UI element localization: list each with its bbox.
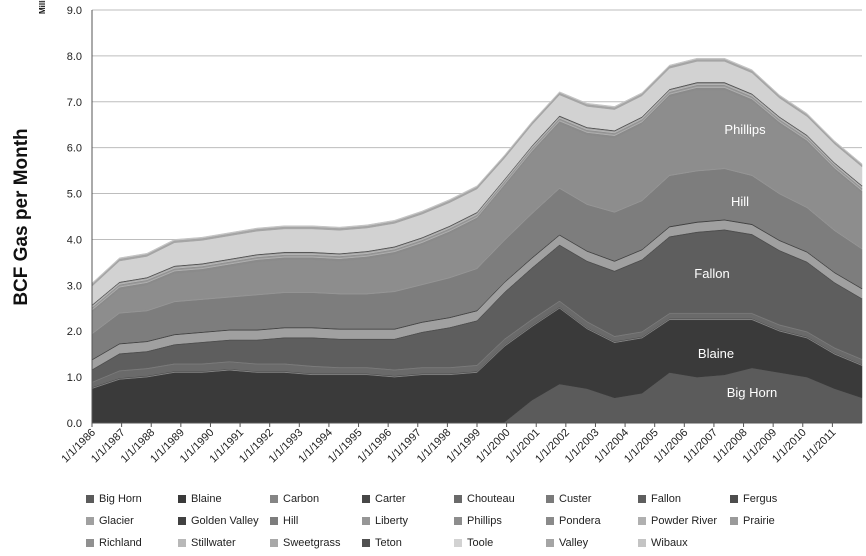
- legend-label: Powder River: [651, 515, 718, 527]
- legend-swatch: [178, 495, 186, 503]
- legend-swatch: [638, 495, 646, 503]
- legend-item: Stillwater: [178, 537, 236, 549]
- legend-label: Custer: [559, 493, 592, 505]
- legend-item: Golden Valley: [178, 515, 259, 527]
- legend-swatch: [178, 517, 186, 525]
- legend-label: Big Horn: [99, 493, 142, 505]
- legend-item: Hill: [270, 515, 298, 527]
- annotation-big-horn: Big Horn: [727, 385, 778, 400]
- legend-label: Stillwater: [191, 537, 236, 549]
- legend-label: Valley: [559, 537, 589, 549]
- area-wibaux: [91, 57, 863, 285]
- legend-label: Pondera: [559, 515, 601, 527]
- legend-item: Blaine: [178, 493, 222, 505]
- legend-swatch: [270, 539, 278, 547]
- legend-label: Liberty: [375, 515, 409, 527]
- y-tick-label: 3.0: [67, 280, 82, 292]
- legend-swatch: [638, 539, 646, 547]
- y-tick-label: 2.0: [67, 326, 82, 338]
- legend-label: Hill: [283, 515, 299, 527]
- legend-swatch: [178, 539, 186, 547]
- legend-item: Wibaux: [638, 537, 688, 549]
- legend-item: Sweetgrass: [270, 537, 340, 549]
- legend-item: Phillips: [454, 515, 502, 527]
- annotation-hill: Hill: [731, 194, 749, 209]
- legend-swatch: [546, 517, 554, 525]
- y-axis-label: BCF Gas per Month: [11, 128, 32, 306]
- legend-swatch: [362, 495, 370, 503]
- legend-item: Valley: [546, 537, 588, 549]
- legend-item: Custer: [546, 493, 591, 505]
- legend-swatch: [546, 539, 554, 547]
- legend-item: Glacier: [86, 515, 134, 527]
- legend-label: Fallon: [651, 493, 681, 505]
- series-annotations: Phillips Hill Fallon Blaine Big Horn: [694, 122, 777, 400]
- legend-label: Glacier: [99, 515, 134, 527]
- y-tick-label: 1.0: [67, 372, 82, 384]
- annotation-blaine: Blaine: [698, 346, 734, 361]
- legend: Big Horn Blaine Carbon Carter Chouteau Custer…: [86, 488, 856, 554]
- legend-label: Golden Valley: [191, 515, 259, 527]
- legend-label: Carter: [375, 493, 406, 505]
- legend-item: Carbon: [270, 493, 319, 505]
- legend-swatch: [86, 517, 94, 525]
- legend-label: Wibaux: [651, 537, 688, 549]
- legend-item: Big Horn: [86, 493, 142, 505]
- legend-swatch: [86, 539, 94, 547]
- y-tick-label: 9.0: [67, 5, 82, 17]
- legend-swatch: [730, 517, 738, 525]
- y-tick-label: 5.0: [67, 189, 82, 201]
- legend-item: Prairie: [730, 515, 775, 527]
- legend-label: Fergus: [743, 493, 778, 505]
- legend-label: Richland: [99, 537, 142, 549]
- legend-label: Carbon: [283, 493, 320, 505]
- legend-swatch: [454, 539, 462, 547]
- area-layers: [91, 57, 863, 424]
- y-tick-label: 4.0: [67, 234, 82, 246]
- legend-swatch: [454, 495, 462, 503]
- legend-swatch: [270, 517, 278, 525]
- legend-swatch: [362, 517, 370, 525]
- legend-label: Prairie: [743, 515, 775, 527]
- y-tick-label: 7.0: [67, 97, 82, 109]
- legend-item: Powder River: [638, 515, 717, 527]
- legend-item: Fergus: [730, 493, 777, 505]
- legend-item: Carter: [362, 493, 406, 505]
- legend-label: Toole: [467, 537, 494, 549]
- legend-item: Toole: [454, 537, 493, 549]
- legend-swatch: [362, 539, 370, 547]
- legend-item: Fallon: [638, 493, 681, 505]
- y-axis-unit: Millions: [38, 0, 47, 14]
- legend-item: Teton: [362, 537, 402, 549]
- legend-swatch: [270, 495, 278, 503]
- legend-swatch: [454, 517, 462, 525]
- legend-label: Phillips: [467, 515, 502, 527]
- y-tick-label: 8.0: [67, 51, 82, 63]
- annotation-phillips: Phillips: [724, 122, 766, 137]
- chart-svg: 0.0 1.0 2.0 3.0 4.0 5.0 6.0 7.0 8.0 9.0 1/1/19861…: [59, 5, 863, 465]
- annotation-fallon: Fallon: [694, 266, 729, 281]
- legend-swatch: [86, 495, 94, 503]
- legend-label: Chouteau: [467, 493, 515, 505]
- legend-item: Chouteau: [454, 493, 515, 505]
- legend-swatch: [730, 495, 738, 503]
- x-tick-labels: 1/1/19861/1/19871/1/19881/1/19891/1/1990…: [59, 423, 839, 465]
- legend-label: Sweetgrass: [283, 537, 341, 549]
- legend-item: Richland: [86, 537, 142, 549]
- legend-label: Teton: [375, 537, 402, 549]
- legend-item: Pondera: [546, 515, 601, 527]
- legend-swatch: [546, 495, 554, 503]
- legend-label: Blaine: [191, 493, 222, 505]
- y-tick-label: 0.0: [67, 418, 82, 430]
- y-tick-labels: 0.0 1.0 2.0 3.0 4.0 5.0 6.0 7.0 8.0 9.0: [67, 5, 82, 430]
- legend-item: Liberty: [362, 515, 408, 527]
- legend-swatch: [638, 517, 646, 525]
- y-tick-label: 6.0: [67, 143, 82, 155]
